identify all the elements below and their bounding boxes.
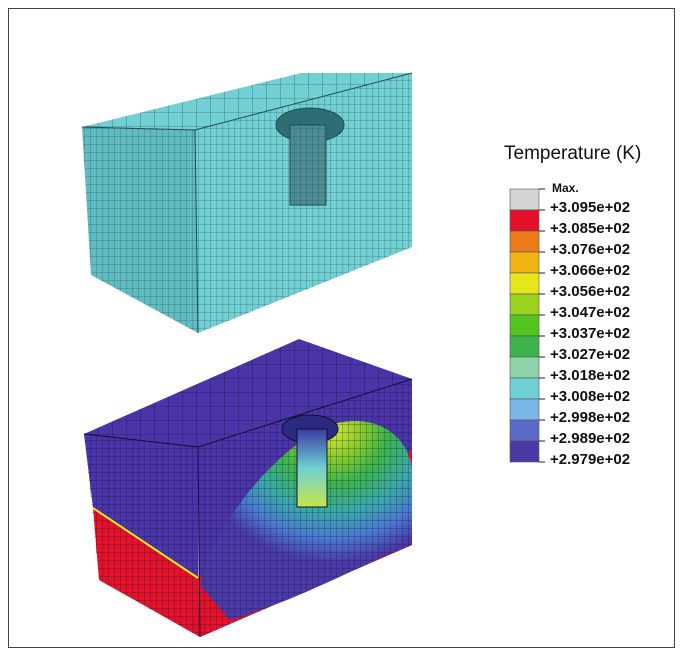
legend-swatch: [509, 335, 540, 358]
legend-title: Temperature (K): [504, 143, 642, 164]
legend-color-bar: [509, 188, 545, 463]
legend-level-label: +3.056e+02: [550, 283, 631, 300]
legend-max-label: Max.: [552, 181, 579, 195]
legend-level-label: +2.979e+02: [550, 451, 631, 468]
legend-swatch: [509, 293, 540, 316]
legend-level-label: +3.066e+02: [550, 262, 631, 279]
legend-level-label: +3.095e+02: [550, 199, 631, 216]
temperature-block-hole: [296, 428, 328, 508]
legend-swatch: [509, 419, 540, 442]
temperature-block: [83, 339, 413, 638]
legend-level-label: +3.008e+02: [550, 388, 631, 405]
legend-level-label: +3.076e+02: [550, 241, 631, 258]
legend-level-label: +3.037e+02: [550, 325, 631, 342]
legend-swatch: [509, 440, 540, 463]
legend-level-label: +3.027e+02: [550, 346, 631, 363]
legend-swatch: [509, 188, 540, 211]
legend-swatch: [509, 272, 540, 295]
legend-swatch: [509, 356, 540, 379]
legend-level-label: +3.085e+02: [550, 220, 631, 237]
legend-swatch: [509, 398, 540, 421]
mesh-block: [81, 72, 413, 334]
legend-swatch: [509, 209, 540, 232]
legend-level-label: +2.998e+02: [550, 409, 631, 426]
legend-swatch: [509, 251, 540, 274]
legend-swatch: [509, 377, 540, 400]
legend-level-label: +3.018e+02: [550, 367, 631, 384]
legend-level-label: +2.989e+02: [550, 430, 631, 447]
legend-swatch: [509, 230, 540, 253]
legend-swatch: [509, 314, 540, 337]
legend-level-label: +3.047e+02: [550, 304, 631, 321]
